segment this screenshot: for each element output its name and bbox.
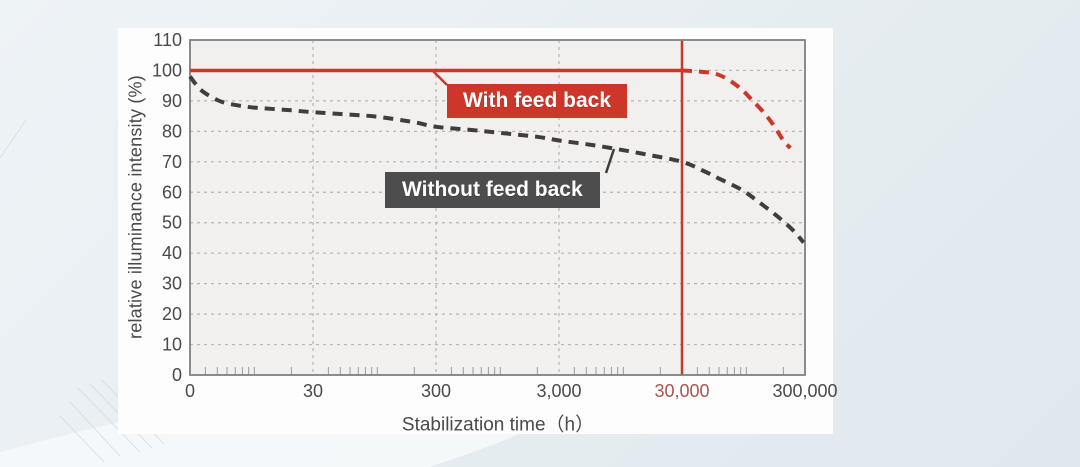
y-axis-tick-label: 50 xyxy=(162,213,182,233)
without-label-leader-line xyxy=(604,148,616,174)
series-without-feedback-curve xyxy=(188,75,806,244)
y-axis-tick-label: 40 xyxy=(162,243,182,263)
x-axis-tick-label: 300 xyxy=(421,381,451,401)
y-axis-tick-label: 80 xyxy=(162,121,182,141)
y-axis-title: relative illuminance intensity (%) xyxy=(125,75,146,339)
series-label-without-feedback: Without feed back xyxy=(385,172,600,208)
x-axis-title: Stabilization time（h） xyxy=(401,414,595,436)
y-axis-tick-label: 30 xyxy=(162,274,182,294)
y-axis-tick-label: 20 xyxy=(162,304,182,324)
y-axis-tick-label: 70 xyxy=(162,152,182,172)
x-axis-tick-label: 0 xyxy=(185,381,195,401)
with-label-leader-line xyxy=(432,70,448,86)
x-axis-tick-label: 30 xyxy=(303,381,323,401)
y-axis-tick-label: 110 xyxy=(153,30,182,50)
series-with-feedback-dashed-curve xyxy=(681,68,792,150)
series-label-with-feedback: With feed back xyxy=(447,84,628,118)
plot-frame xyxy=(189,39,806,376)
y-axis-tick-label: 0 xyxy=(172,365,182,385)
x-axis-tick-label: 3,000 xyxy=(536,381,581,401)
y-axis-tick-label: 10 xyxy=(162,335,182,355)
x-axis-tick-label: 300,000 xyxy=(772,381,837,401)
y-axis-tick-label: 60 xyxy=(162,182,182,202)
y-axis-tick-label: 90 xyxy=(162,91,182,111)
x-axis-tick-label: 30,000 xyxy=(654,381,709,401)
y-axis-tick-label: 100 xyxy=(152,60,182,80)
